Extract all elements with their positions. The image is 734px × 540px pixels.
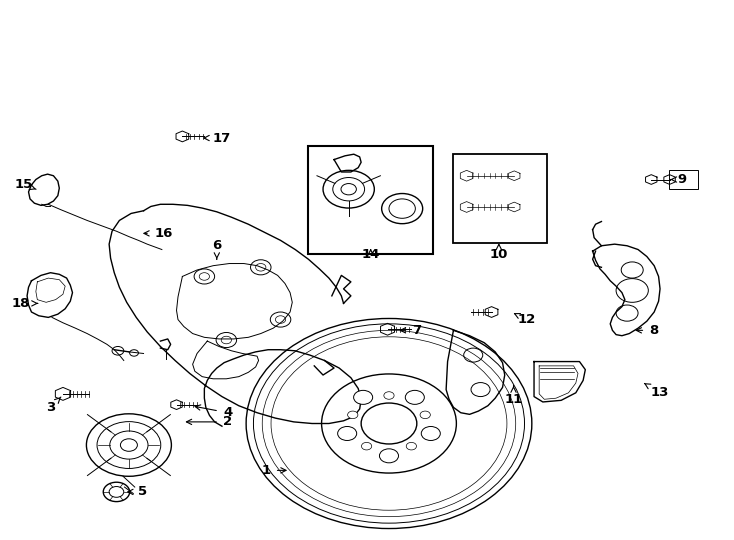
Circle shape bbox=[379, 449, 399, 463]
Circle shape bbox=[354, 390, 373, 404]
Circle shape bbox=[420, 411, 430, 418]
Text: 10: 10 bbox=[490, 244, 508, 261]
Text: 7: 7 bbox=[400, 324, 421, 337]
Text: 18: 18 bbox=[12, 297, 37, 310]
Circle shape bbox=[384, 392, 394, 399]
Text: 15: 15 bbox=[15, 178, 36, 191]
Text: 9: 9 bbox=[670, 173, 686, 186]
Text: 17: 17 bbox=[204, 132, 231, 145]
Circle shape bbox=[361, 442, 371, 450]
Circle shape bbox=[406, 442, 416, 450]
Bar bbox=[308, 146, 433, 254]
Bar bbox=[669, 170, 698, 189]
Text: 14: 14 bbox=[361, 248, 380, 261]
Text: 16: 16 bbox=[144, 227, 172, 240]
Text: 5: 5 bbox=[128, 485, 147, 498]
Text: 3: 3 bbox=[46, 397, 61, 414]
Bar bbox=[454, 154, 548, 243]
Circle shape bbox=[405, 390, 424, 404]
Text: 11: 11 bbox=[504, 386, 523, 406]
Circle shape bbox=[338, 427, 357, 441]
Text: 4: 4 bbox=[195, 405, 233, 419]
Text: 2: 2 bbox=[186, 415, 233, 428]
Text: 6: 6 bbox=[212, 239, 222, 259]
Text: 8: 8 bbox=[636, 324, 659, 337]
Text: 13: 13 bbox=[644, 383, 669, 399]
Text: 12: 12 bbox=[515, 313, 536, 326]
Circle shape bbox=[421, 427, 440, 441]
Circle shape bbox=[348, 411, 358, 418]
Text: 1: 1 bbox=[261, 464, 286, 477]
